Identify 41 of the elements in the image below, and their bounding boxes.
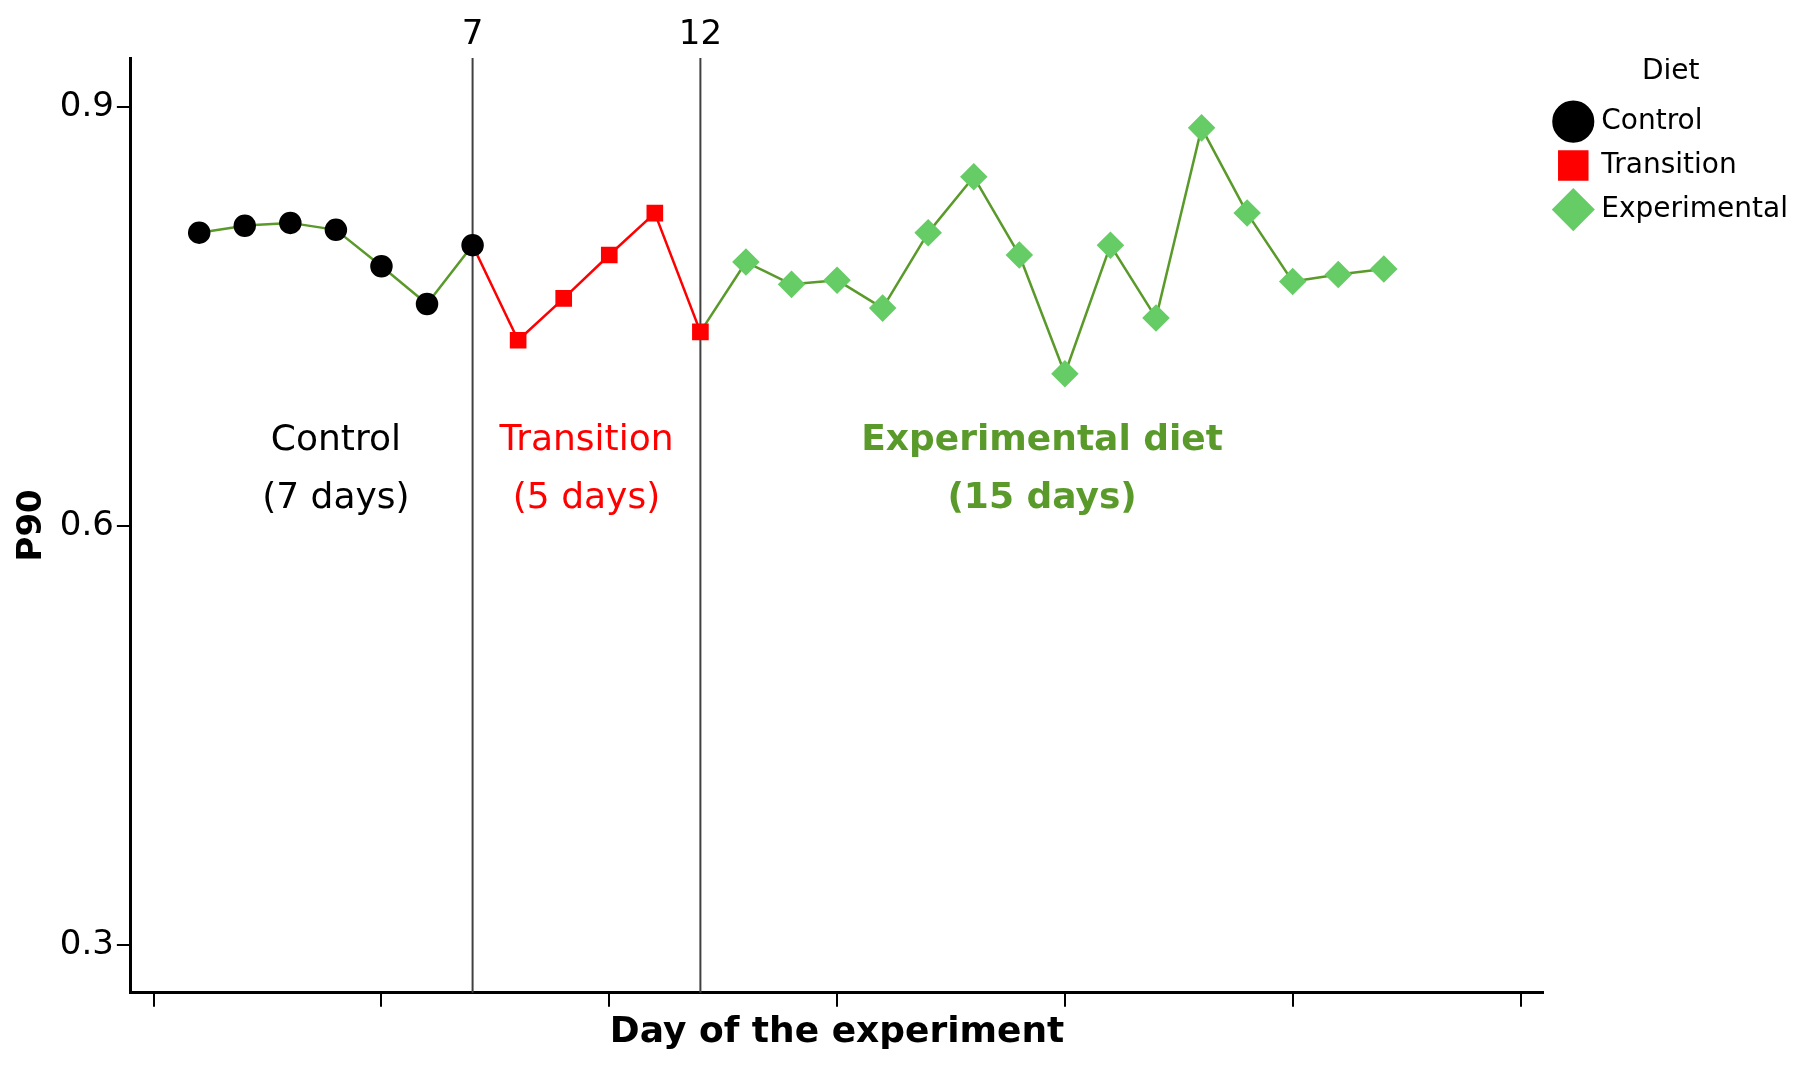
point (509, 331, 527, 349)
point (869, 294, 896, 322)
point (1279, 268, 1306, 295)
point (370, 254, 393, 278)
point (415, 292, 439, 316)
point (1233, 199, 1261, 227)
point (1097, 231, 1124, 259)
y-tick-label: 0.9 (59, 83, 114, 124)
point (461, 233, 484, 257)
legend-label: Experimental (1601, 190, 1788, 224)
point (324, 218, 348, 242)
point (555, 290, 573, 307)
point (233, 214, 257, 237)
point (960, 163, 988, 191)
ref-line-label: 7 (461, 11, 484, 52)
point (778, 271, 805, 298)
point (1370, 255, 1398, 283)
point (692, 323, 709, 341)
annotation: Control (7 days) (262, 416, 410, 516)
y-tick-label: 0.6 (59, 502, 114, 543)
point (279, 211, 302, 235)
point (1142, 304, 1170, 332)
legend-title: Diet (1641, 53, 1700, 87)
point (1188, 114, 1215, 142)
point (1006, 241, 1033, 269)
x-axis-title: Day of the experiment (609, 1008, 1065, 1050)
point (187, 221, 211, 244)
point (732, 248, 760, 276)
y-tick-label: 0.3 (59, 922, 114, 963)
annotation: Experimental diet (15 days) (861, 416, 1223, 516)
legend-label: Control (1601, 102, 1703, 136)
point (823, 266, 851, 294)
legend-label: Transition (1600, 146, 1737, 180)
point (600, 246, 618, 264)
point (646, 204, 664, 222)
point (914, 219, 942, 246)
ref-line-label: 12 (678, 11, 723, 52)
point (1325, 261, 1352, 288)
y-axis-title: P90 (9, 489, 50, 562)
point (1051, 360, 1079, 388)
annotation: Transition (5 days) (498, 416, 674, 516)
